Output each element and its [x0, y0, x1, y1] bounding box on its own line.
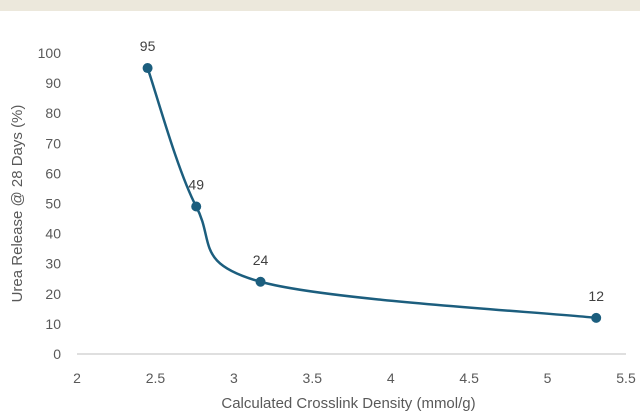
data-point — [255, 276, 266, 287]
y-tick-label: 80 — [45, 105, 61, 121]
data-label: 95 — [140, 38, 156, 54]
series-line — [146, 67, 597, 320]
y-tick-label: 0 — [53, 346, 61, 362]
x-tick-label: 5.5 — [616, 370, 636, 386]
y-tick-label: 100 — [38, 45, 62, 61]
data-point — [191, 201, 202, 212]
x-tick-label: 2 — [73, 370, 81, 386]
y-tick-label: 70 — [45, 135, 61, 151]
top-band — [0, 0, 640, 11]
x-tick-label: 2.5 — [146, 370, 166, 386]
y-tick-label: 40 — [45, 226, 61, 242]
y-axis-title: Urea Release @ 28 Days (%) — [9, 105, 26, 303]
ticks-layer: 0 10 20 30 40 50 60 70 80 90 100 2 2.5 3 3.5 4 4.5 5 5.5 — [38, 45, 636, 386]
x-tick-label: 5 — [544, 370, 552, 386]
data-point — [591, 312, 602, 323]
y-tick-label: 20 — [45, 286, 61, 302]
x-tick-label: 3 — [230, 370, 238, 386]
y-tick-label: 90 — [45, 75, 61, 91]
y-tick-label: 50 — [45, 196, 61, 212]
y-tick-label: 60 — [45, 165, 61, 181]
y-tick-label: 10 — [45, 316, 61, 332]
data-point — [142, 63, 153, 74]
x-tick-label: 4.5 — [459, 370, 479, 386]
series-layer — [142, 63, 602, 323]
x-tick-label: 3.5 — [303, 370, 323, 386]
data-label: 12 — [588, 288, 604, 304]
x-tick-label: 4 — [387, 370, 395, 386]
labels-layer: Calculated Crosslink Density (mmol/g) Ure… — [9, 38, 604, 412]
data-label: 24 — [253, 252, 269, 268]
data-label: 49 — [188, 177, 204, 193]
x-axis-title: Calculated Crosslink Density (mmol/g) — [221, 395, 475, 412]
y-tick-label: 30 — [45, 256, 61, 272]
